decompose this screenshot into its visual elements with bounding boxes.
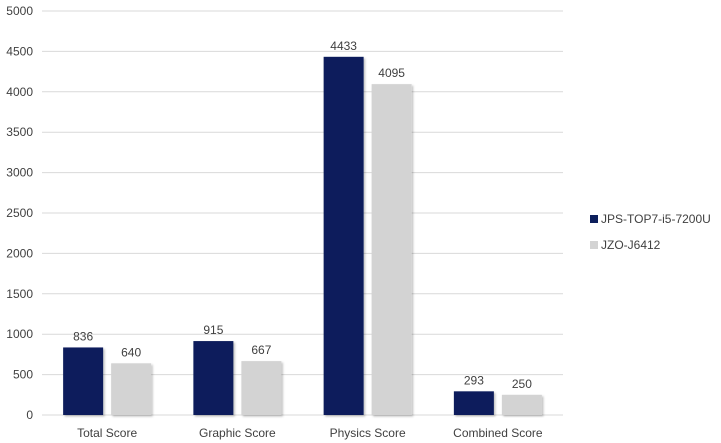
y-axis: 0 500 1000 1500 2000 2500 3000 3500 4000 4500 5000 (6, 4, 33, 422)
data-label: 293 (464, 373, 484, 387)
y-tick-label: 3500 (6, 125, 33, 139)
bar (193, 341, 234, 415)
y-tick-label: 0 (26, 408, 33, 422)
bar (63, 347, 104, 415)
data-label: 640 (121, 345, 141, 359)
bar (501, 394, 542, 415)
y-tick-label: 4000 (6, 85, 33, 99)
y-tick-label: 2500 (6, 206, 33, 220)
legend-entry: JPS-TOP7-i5-7200U (601, 212, 711, 226)
data-label: 4095 (378, 66, 405, 80)
x-axis: Total Score Graphic Score Physics Score Com… (77, 426, 543, 440)
legend: JPS-TOP7-i5-7200U JZO-J6412 (590, 212, 711, 252)
y-tick-label: 4500 (6, 44, 33, 58)
legend-swatch (590, 241, 598, 249)
bar (453, 391, 494, 415)
x-tick-label: Combined Score (453, 426, 543, 440)
bar (323, 56, 364, 415)
y-tick-label: 1000 (6, 327, 33, 341)
x-tick-label: Physics Score (330, 426, 406, 440)
y-tick-label: 3000 (6, 166, 33, 180)
legend-entry: JZO-J6412 (601, 238, 661, 252)
x-tick-label: Total Score (77, 426, 137, 440)
x-tick-label: Graphic Score (199, 426, 276, 440)
data-label: 836 (73, 329, 93, 343)
y-tick-label: 2000 (6, 246, 33, 260)
data-label: 915 (203, 323, 223, 337)
bars: 836 640 915 667 4433 4095 293 250 (63, 39, 542, 416)
legend-swatch (590, 215, 598, 223)
bar (241, 361, 282, 415)
data-label: 667 (251, 343, 271, 357)
y-tick-label: 500 (13, 368, 33, 382)
data-label: 4433 (330, 39, 357, 53)
bar (111, 363, 152, 415)
bar (371, 84, 412, 416)
y-tick-label: 5000 (6, 4, 33, 18)
data-label: 250 (512, 377, 532, 391)
y-tick-label: 1500 (6, 287, 33, 301)
